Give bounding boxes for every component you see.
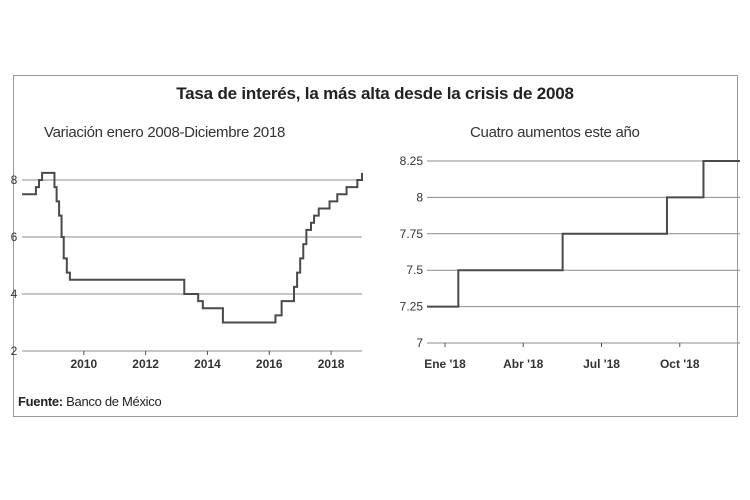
right-ytick-label-5: 8.25 xyxy=(400,154,424,168)
source-note: Fuente: Banco de México xyxy=(18,394,162,409)
right-series-line xyxy=(427,160,740,308)
left-xtick-label-1: 2012 xyxy=(132,357,159,371)
page-title: Tasa de interés, la más alta desde la cr… xyxy=(176,84,574,103)
source-text: Banco de México xyxy=(66,394,162,409)
right-chart-title: Cuatro aumentos este año xyxy=(470,124,640,141)
left-ytick-label-1: 4 xyxy=(11,287,18,301)
left-xtick-label-2: 2014 xyxy=(194,357,221,371)
right-xtick-label-3: Oct '18 xyxy=(660,357,700,371)
right-ytick-label-4: 8 xyxy=(416,190,423,204)
left-ytick-label-0: 2 xyxy=(11,344,18,358)
left-ytick-label-3: 8 xyxy=(11,173,18,187)
left-chart-title: Variación enero 2008-Diciembre 2018 xyxy=(44,124,286,141)
right-ytick-label-0: 7 xyxy=(416,336,423,350)
left-xtick-label-4: 2018 xyxy=(318,357,345,371)
right-ytick-label-2: 7.5 xyxy=(406,263,423,277)
left-series-line xyxy=(22,171,363,324)
right-ytick-label-1: 7.25 xyxy=(400,300,424,314)
right-ytick-label-3: 7.75 xyxy=(400,227,424,241)
right-xtick-label-2: Jul '18 xyxy=(583,357,620,371)
right-xtick-label-0: Ene '18 xyxy=(424,357,466,371)
chart-frame xyxy=(13,75,738,417)
source-label: Fuente: xyxy=(18,394,63,409)
right-xtick-label-1: Abr '18 xyxy=(503,357,544,371)
left-xtick-label-3: 2016 xyxy=(256,357,283,371)
left-ytick-label-2: 6 xyxy=(11,230,18,244)
left-xtick-label-0: 2010 xyxy=(70,357,97,371)
